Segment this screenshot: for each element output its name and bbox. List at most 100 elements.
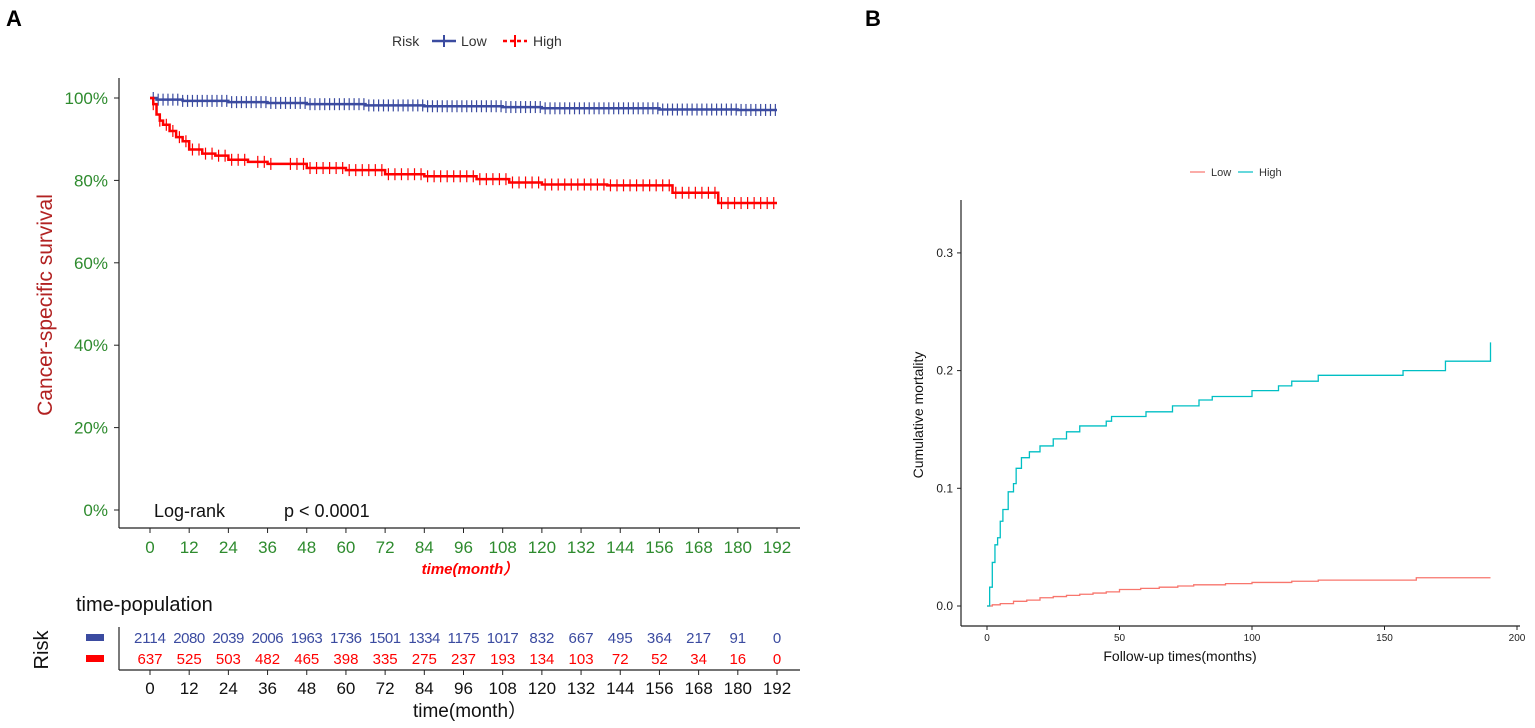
risk-table-row-label: Risk [31,630,53,670]
risk-x-tick-label: 72 [376,679,395,698]
risk-cell-low: 0 [773,630,781,647]
risk-x-tick-label: 12 [180,679,199,698]
risk-x-tick-label: 96 [454,679,473,698]
legend-b: Low High [1190,167,1282,179]
risk-cell-high: 335 [373,651,398,668]
y-tick-label-b: 0.2 [936,364,953,378]
risk-x-tick-label: 132 [567,679,595,698]
x-tick-label-b: 200 [1509,633,1526,644]
risk-cell-low: 2006 [252,630,284,647]
x-tick-label: 168 [684,538,712,557]
y-tick-label: 20% [74,419,108,438]
risk-cell-high: 525 [177,651,202,668]
panel-a: A Risk Low High 0% 20% 40% 60% 80% 100% 0 12 24… [6,6,800,722]
x-tick-label: 120 [528,538,556,557]
risk-x-tick-label: 144 [606,679,634,698]
risk-cell-high: 237 [451,651,476,668]
y-tick-label: 40% [74,336,108,355]
risk-x-axis-label: time(month） [413,700,527,722]
x-tick-label-b: 100 [1244,633,1261,644]
risk-cell-high: 52 [651,651,668,668]
risk-cell-low: 364 [647,630,672,647]
survival-line-high [150,96,777,205]
legend-title: Risk [392,33,420,49]
risk-cell-low: 91 [729,630,746,647]
risk-cell-high: 465 [294,651,319,668]
risk-cell-high: 16 [729,651,746,668]
x-tick-label-b: 50 [1114,633,1126,644]
x-tick-label: 192 [763,538,791,557]
risk-cell-low: 1963 [291,630,323,647]
y-axis-label-b: Cumulative mortality [910,352,926,479]
risk-cell-high: 503 [216,651,241,668]
risk-swatch-high [86,655,104,662]
panel-label-a: A [6,6,22,31]
x-tick-label: 48 [297,538,316,557]
x-tick-label-b: 150 [1376,633,1393,644]
risk-x-tick-label: 0 [145,679,154,698]
x-tick-label: 36 [258,538,277,557]
risk-cell-high: 275 [412,651,437,668]
legend-a: Risk Low High [392,33,562,49]
risk-cell-high: 134 [529,651,554,668]
legend-label-low: Low [461,33,488,49]
risk-cell-high: 193 [490,651,515,668]
panel-label-b: B [865,6,881,31]
x-tick-label: 12 [180,538,199,557]
legend-label-high-b: High [1259,167,1282,179]
x-tick-label: 0 [145,538,154,557]
risk-cell-high: 482 [255,651,280,668]
risk-cell-low: 1175 [448,630,480,647]
risk-cell-high: 0 [773,651,781,668]
risk-cell-high: 398 [333,651,358,668]
risk-cell-low: 1501 [369,630,401,647]
risk-x-tick-label: 168 [684,679,712,698]
x-tick-label: 156 [645,538,673,557]
x-tick-label: 108 [489,538,517,557]
risk-cell-low: 2039 [212,630,244,647]
risk-cell-low: 832 [529,630,554,647]
risk-cell-low: 495 [608,630,633,647]
x-tick-label: 96 [454,538,473,557]
risk-x-tick-label: 84 [415,679,434,698]
risk-table-title: time-population [76,594,213,616]
logrank-label: Log-rank [154,501,226,521]
y-tick-label-b: 0.3 [936,246,953,260]
risk-cell-low: 1017 [487,630,519,647]
x-tick-label: 84 [415,538,434,557]
risk-x-tick-label: 36 [258,679,277,698]
x-tick-label: 180 [724,538,752,557]
x-axis-label-a: time(month） [422,560,519,578]
x-tick-label-b: 0 [984,633,990,644]
mortality-line-low [987,577,1491,607]
risk-cell-low: 667 [569,630,594,647]
risk-table: time-population Risk 2114 2080 2039 2006 196… [31,594,800,722]
x-tick-label: 60 [336,538,355,557]
x-axis-label-b: Follow-up times(months) [1103,648,1256,664]
risk-x-tick-label: 192 [763,679,791,698]
p-value: p < 0.0001 [284,501,370,521]
x-tick-label: 132 [567,538,595,557]
panel-b: B Low High 0.0 0.1 0.2 0.3 0 50 100 150 200 Cum… [865,6,1526,664]
y-tick-label: 100% [65,89,108,108]
legend-label-high: High [533,33,562,49]
risk-cell-high: 72 [612,651,629,668]
risk-x-tick-label: 24 [219,679,238,698]
risk-x-tick-label: 108 [489,679,517,698]
x-tick-label: 72 [376,538,395,557]
risk-x-tick-label: 156 [645,679,673,698]
risk-cell-high: 637 [137,651,162,668]
x-tick-label: 24 [219,538,238,557]
risk-cell-low: 217 [686,630,711,647]
risk-cell-low: 2080 [173,630,205,647]
risk-x-tick-label: 180 [724,679,752,698]
y-tick-label: 60% [74,254,108,273]
y-tick-label-b: 0.0 [936,599,953,613]
risk-cell-low: 1334 [408,630,440,647]
risk-x-tick-label: 60 [336,679,355,698]
y-axis-label-a: Cancer-specific survival [34,194,57,416]
risk-x-tick-label: 48 [297,679,316,698]
x-tick-label: 144 [606,538,634,557]
y-tick-label-b: 0.1 [936,481,953,495]
